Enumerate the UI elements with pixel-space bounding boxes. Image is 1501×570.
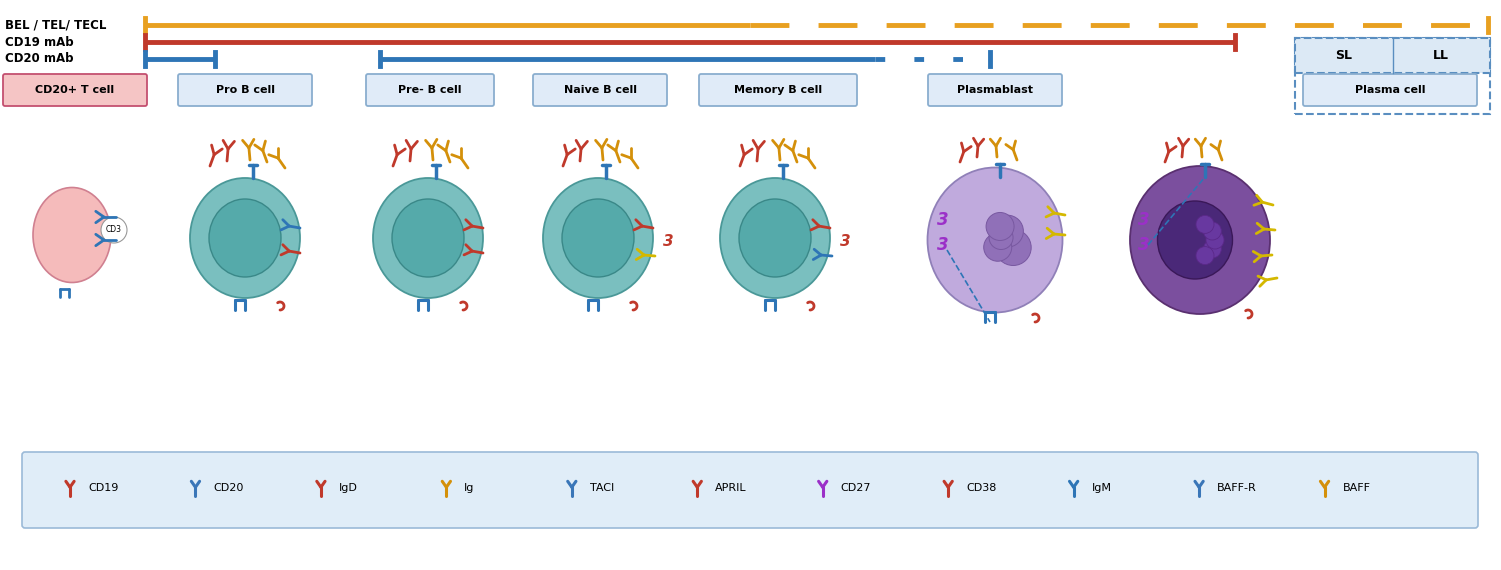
Text: Pro B cell: Pro B cell bbox=[216, 85, 275, 95]
Text: 3: 3 bbox=[841, 234, 851, 249]
Circle shape bbox=[1205, 231, 1223, 249]
Text: CD20 mAb: CD20 mAb bbox=[5, 52, 74, 66]
Text: 3: 3 bbox=[937, 211, 949, 229]
Text: SL: SL bbox=[1336, 49, 1352, 62]
Ellipse shape bbox=[374, 178, 483, 298]
Circle shape bbox=[1204, 240, 1222, 258]
FancyBboxPatch shape bbox=[533, 74, 666, 106]
Circle shape bbox=[995, 230, 1031, 266]
Ellipse shape bbox=[392, 199, 464, 277]
Ellipse shape bbox=[738, 199, 811, 277]
Ellipse shape bbox=[928, 168, 1063, 312]
Text: Ig: Ig bbox=[464, 483, 474, 493]
Ellipse shape bbox=[209, 199, 281, 277]
Text: 3: 3 bbox=[663, 234, 674, 249]
Ellipse shape bbox=[191, 178, 300, 298]
Text: BAFF: BAFF bbox=[1342, 483, 1370, 493]
FancyBboxPatch shape bbox=[928, 74, 1063, 106]
Text: Memory B cell: Memory B cell bbox=[734, 85, 823, 95]
Circle shape bbox=[986, 213, 1015, 241]
Text: IgM: IgM bbox=[1091, 483, 1112, 493]
Ellipse shape bbox=[543, 178, 653, 298]
Text: CD27: CD27 bbox=[841, 483, 871, 493]
FancyBboxPatch shape bbox=[366, 74, 494, 106]
FancyBboxPatch shape bbox=[179, 74, 312, 106]
Text: Plasma cell: Plasma cell bbox=[1355, 85, 1426, 95]
Text: 3: 3 bbox=[937, 236, 949, 254]
Text: CD20+ T cell: CD20+ T cell bbox=[36, 85, 114, 95]
Text: 3: 3 bbox=[1138, 211, 1150, 229]
Circle shape bbox=[101, 217, 128, 243]
FancyBboxPatch shape bbox=[1295, 38, 1490, 73]
Text: Pre- B cell: Pre- B cell bbox=[398, 85, 462, 95]
Circle shape bbox=[991, 215, 1024, 247]
Text: CD3: CD3 bbox=[107, 226, 122, 234]
Ellipse shape bbox=[561, 199, 633, 277]
Text: Plasmablast: Plasmablast bbox=[958, 85, 1033, 95]
Text: CD20: CD20 bbox=[213, 483, 243, 493]
Text: CD19: CD19 bbox=[89, 483, 119, 493]
Text: APRIL: APRIL bbox=[716, 483, 747, 493]
Text: IgD: IgD bbox=[339, 483, 357, 493]
Text: TACI: TACI bbox=[590, 483, 614, 493]
Circle shape bbox=[1204, 222, 1222, 240]
Circle shape bbox=[1196, 215, 1214, 233]
Ellipse shape bbox=[1130, 166, 1270, 314]
Circle shape bbox=[983, 233, 1012, 261]
Circle shape bbox=[1196, 247, 1214, 264]
Text: BEL / TEL/ TECL: BEL / TEL/ TECL bbox=[5, 18, 107, 31]
FancyBboxPatch shape bbox=[699, 74, 857, 106]
Ellipse shape bbox=[1157, 201, 1232, 279]
Text: CD19 mAb: CD19 mAb bbox=[5, 35, 74, 48]
Text: 3: 3 bbox=[1138, 236, 1150, 254]
Text: CD38: CD38 bbox=[967, 483, 997, 493]
FancyBboxPatch shape bbox=[3, 74, 147, 106]
Ellipse shape bbox=[720, 178, 830, 298]
Text: BAFF-R: BAFF-R bbox=[1217, 483, 1256, 493]
FancyBboxPatch shape bbox=[23, 452, 1478, 528]
Circle shape bbox=[989, 226, 1013, 250]
FancyBboxPatch shape bbox=[1303, 74, 1477, 106]
Text: Naive B cell: Naive B cell bbox=[563, 85, 636, 95]
Ellipse shape bbox=[33, 188, 111, 283]
Text: LL: LL bbox=[1433, 49, 1450, 62]
